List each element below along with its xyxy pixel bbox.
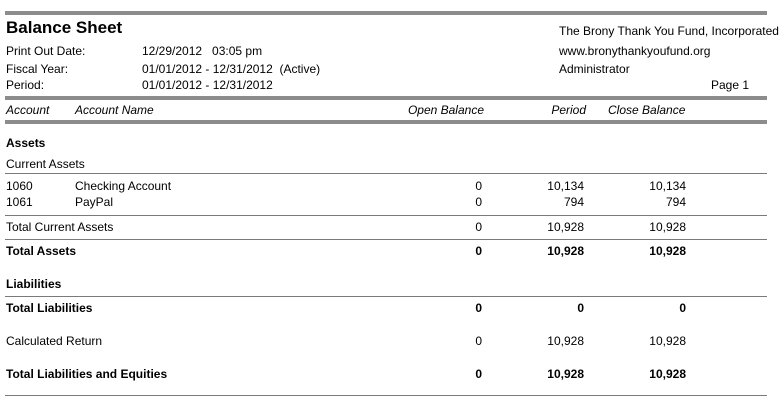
column-close-balance: Close Balance (608, 103, 686, 117)
period-value: 794 (563, 195, 584, 209)
column-account-name: Account Name (75, 103, 154, 117)
period-value: 10,928 (547, 244, 584, 258)
fiscal-year-value: 01/01/2012 - 12/31/2012 (Active) (142, 62, 321, 76)
close-balance-value: 10,928 (649, 367, 686, 381)
open-balance-value: 0 (475, 367, 482, 381)
account-number: 1061 (6, 195, 33, 209)
bottom-rule (5, 395, 767, 396)
account-name: PayPal (75, 195, 114, 209)
column-header-top-rule (5, 96, 767, 100)
page-number: Page 1 (711, 78, 750, 92)
column-account: Account (6, 103, 50, 117)
open-balance-value: 0 (475, 195, 482, 209)
divider (5, 239, 767, 240)
account-name: Checking Account (75, 179, 172, 193)
period-value: 0 (577, 301, 584, 315)
period-value: 10,928 (547, 367, 584, 381)
report-user: Administrator (559, 62, 630, 76)
open-balance-value: 0 (475, 334, 482, 348)
close-balance-value: 10,928 (649, 334, 686, 348)
column-header-bottom-rule (5, 120, 767, 124)
divider (5, 296, 767, 297)
open-balance-value: 0 (475, 220, 482, 234)
account-number: 1060 (6, 179, 33, 193)
period-label: Period: (6, 78, 45, 92)
organization-name: The Brony Thank You Fund, Incorporated (559, 24, 779, 38)
open-balance-value: 0 (475, 179, 482, 193)
close-balance-value: 794 (665, 195, 686, 209)
print-date-value: 12/29/2012 03:05 pm (142, 44, 263, 58)
close-balance-value: 10,928 (649, 220, 686, 234)
close-balance-value: 10,928 (649, 244, 686, 258)
period-value: 10,928 (547, 220, 584, 234)
current-assets-heading: Current Assets (6, 157, 85, 171)
divider (5, 215, 767, 216)
column-period: Period (551, 103, 586, 117)
total-current-assets-label: Total Current Assets (6, 220, 114, 234)
top-rule (5, 11, 767, 15)
open-balance-value: 0 (475, 244, 482, 258)
calculated-return-label: Calculated Return (6, 334, 103, 348)
close-balance-value: 0 (679, 301, 686, 315)
total-liabilities-label: Total Liabilities (6, 301, 93, 315)
print-date-label: Print Out Date: (6, 44, 86, 58)
total-liabilities-equities-label: Total Liabilities and Equities (6, 367, 168, 381)
liabilities-heading: Liabilities (6, 277, 62, 291)
period-value: 01/01/2012 - 12/31/2012 (142, 78, 273, 92)
fiscal-year-label: Fiscal Year: (6, 62, 69, 76)
period-value: 10,134 (547, 179, 584, 193)
column-open-balance: Open Balance (407, 103, 484, 117)
open-balance-value: 0 (475, 301, 482, 315)
page-title: Balance Sheet (6, 18, 123, 37)
assets-heading: Assets (6, 136, 46, 150)
organization-website: www.bronythankyoufund.org (559, 44, 711, 58)
period-value: 10,928 (547, 334, 584, 348)
total-assets-label: Total Assets (6, 244, 77, 258)
divider (5, 173, 767, 174)
close-balance-value: 10,134 (649, 179, 686, 193)
